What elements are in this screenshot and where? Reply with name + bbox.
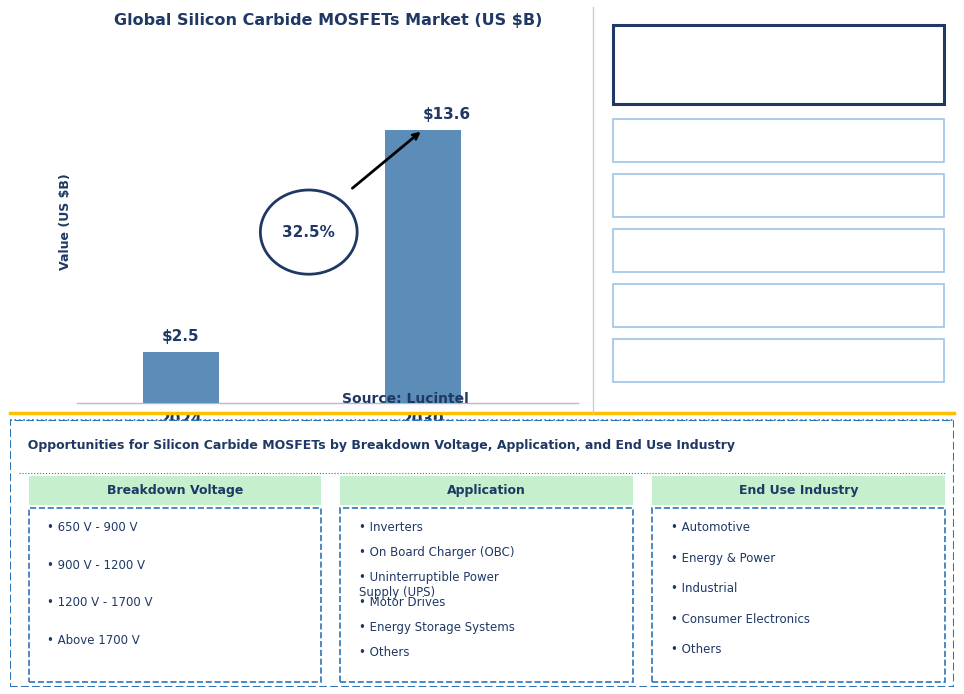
FancyBboxPatch shape [652, 476, 945, 505]
Text: • Energy Storage Systems: • Energy Storage Systems [360, 621, 515, 634]
Text: Source: Lucintel: Source: Lucintel [341, 392, 469, 406]
Text: • Others: • Others [671, 643, 721, 657]
FancyBboxPatch shape [613, 25, 944, 103]
Text: $2.5: $2.5 [162, 330, 200, 344]
FancyBboxPatch shape [613, 229, 944, 272]
Text: • Industrial: • Industrial [671, 582, 737, 595]
Text: • On Board Charger (OBC): • On Board Charger (OBC) [360, 546, 515, 559]
FancyBboxPatch shape [613, 284, 944, 327]
Text: Opportunities for Silicon Carbide MOSFETs by Breakdown Voltage, Application, and: Opportunities for Silicon Carbide MOSFET… [19, 439, 736, 452]
FancyBboxPatch shape [10, 420, 954, 687]
Text: • Uninterruptible Power
Supply (UPS): • Uninterruptible Power Supply (UPS) [360, 571, 499, 599]
Text: Littelfuse: Littelfuse [747, 299, 810, 312]
Text: Diodes Incorporated: Diodes Incorporated [710, 135, 846, 147]
FancyBboxPatch shape [29, 508, 321, 682]
Text: Microchip Technology: Microchip Technology [707, 354, 850, 367]
Text: • 1200 V - 1700 V: • 1200 V - 1700 V [47, 596, 153, 609]
Bar [385, 130, 461, 403]
Text: • Motor Drives: • Motor Drives [360, 596, 445, 609]
Text: • Inverters: • Inverters [360, 521, 423, 534]
Text: Application: Application [447, 484, 526, 497]
Text: Infineon Technologies: Infineon Technologies [707, 244, 850, 257]
Text: • Others: • Others [360, 645, 410, 659]
FancyBboxPatch shape [613, 339, 944, 382]
Text: Major Players of Silicon Carbide
MOSFETs Market: Major Players of Silicon Carbide MOSFETs… [658, 49, 898, 80]
Text: • Consumer Electronics: • Consumer Electronics [671, 613, 810, 626]
Title: Global Silicon Carbide MOSFETs Market (US $B): Global Silicon Carbide MOSFETs Market (U… [114, 13, 542, 28]
Text: $13.6: $13.6 [423, 107, 471, 122]
FancyBboxPatch shape [340, 508, 633, 682]
Y-axis label: Value (US $B): Value (US $B) [59, 174, 71, 271]
Text: • Above 1700 V: • Above 1700 V [47, 634, 140, 647]
Text: GeneSiC Semiconductor: GeneSiC Semiconductor [698, 189, 859, 202]
Text: • 650 V - 900 V: • 650 V - 900 V [47, 521, 138, 534]
Bar [143, 353, 219, 403]
FancyBboxPatch shape [29, 476, 321, 505]
Text: End Use Industry: End Use Industry [738, 484, 858, 497]
Text: • Automotive: • Automotive [671, 521, 750, 534]
Text: Breakdown Voltage: Breakdown Voltage [107, 484, 243, 497]
FancyBboxPatch shape [613, 174, 944, 217]
Text: 32.5%: 32.5% [282, 225, 335, 239]
Text: • Energy & Power: • Energy & Power [671, 552, 775, 565]
Text: • 900 V - 1200 V: • 900 V - 1200 V [47, 559, 146, 572]
FancyBboxPatch shape [613, 119, 944, 162]
FancyBboxPatch shape [652, 508, 945, 682]
Ellipse shape [260, 190, 357, 274]
FancyBboxPatch shape [340, 476, 633, 505]
